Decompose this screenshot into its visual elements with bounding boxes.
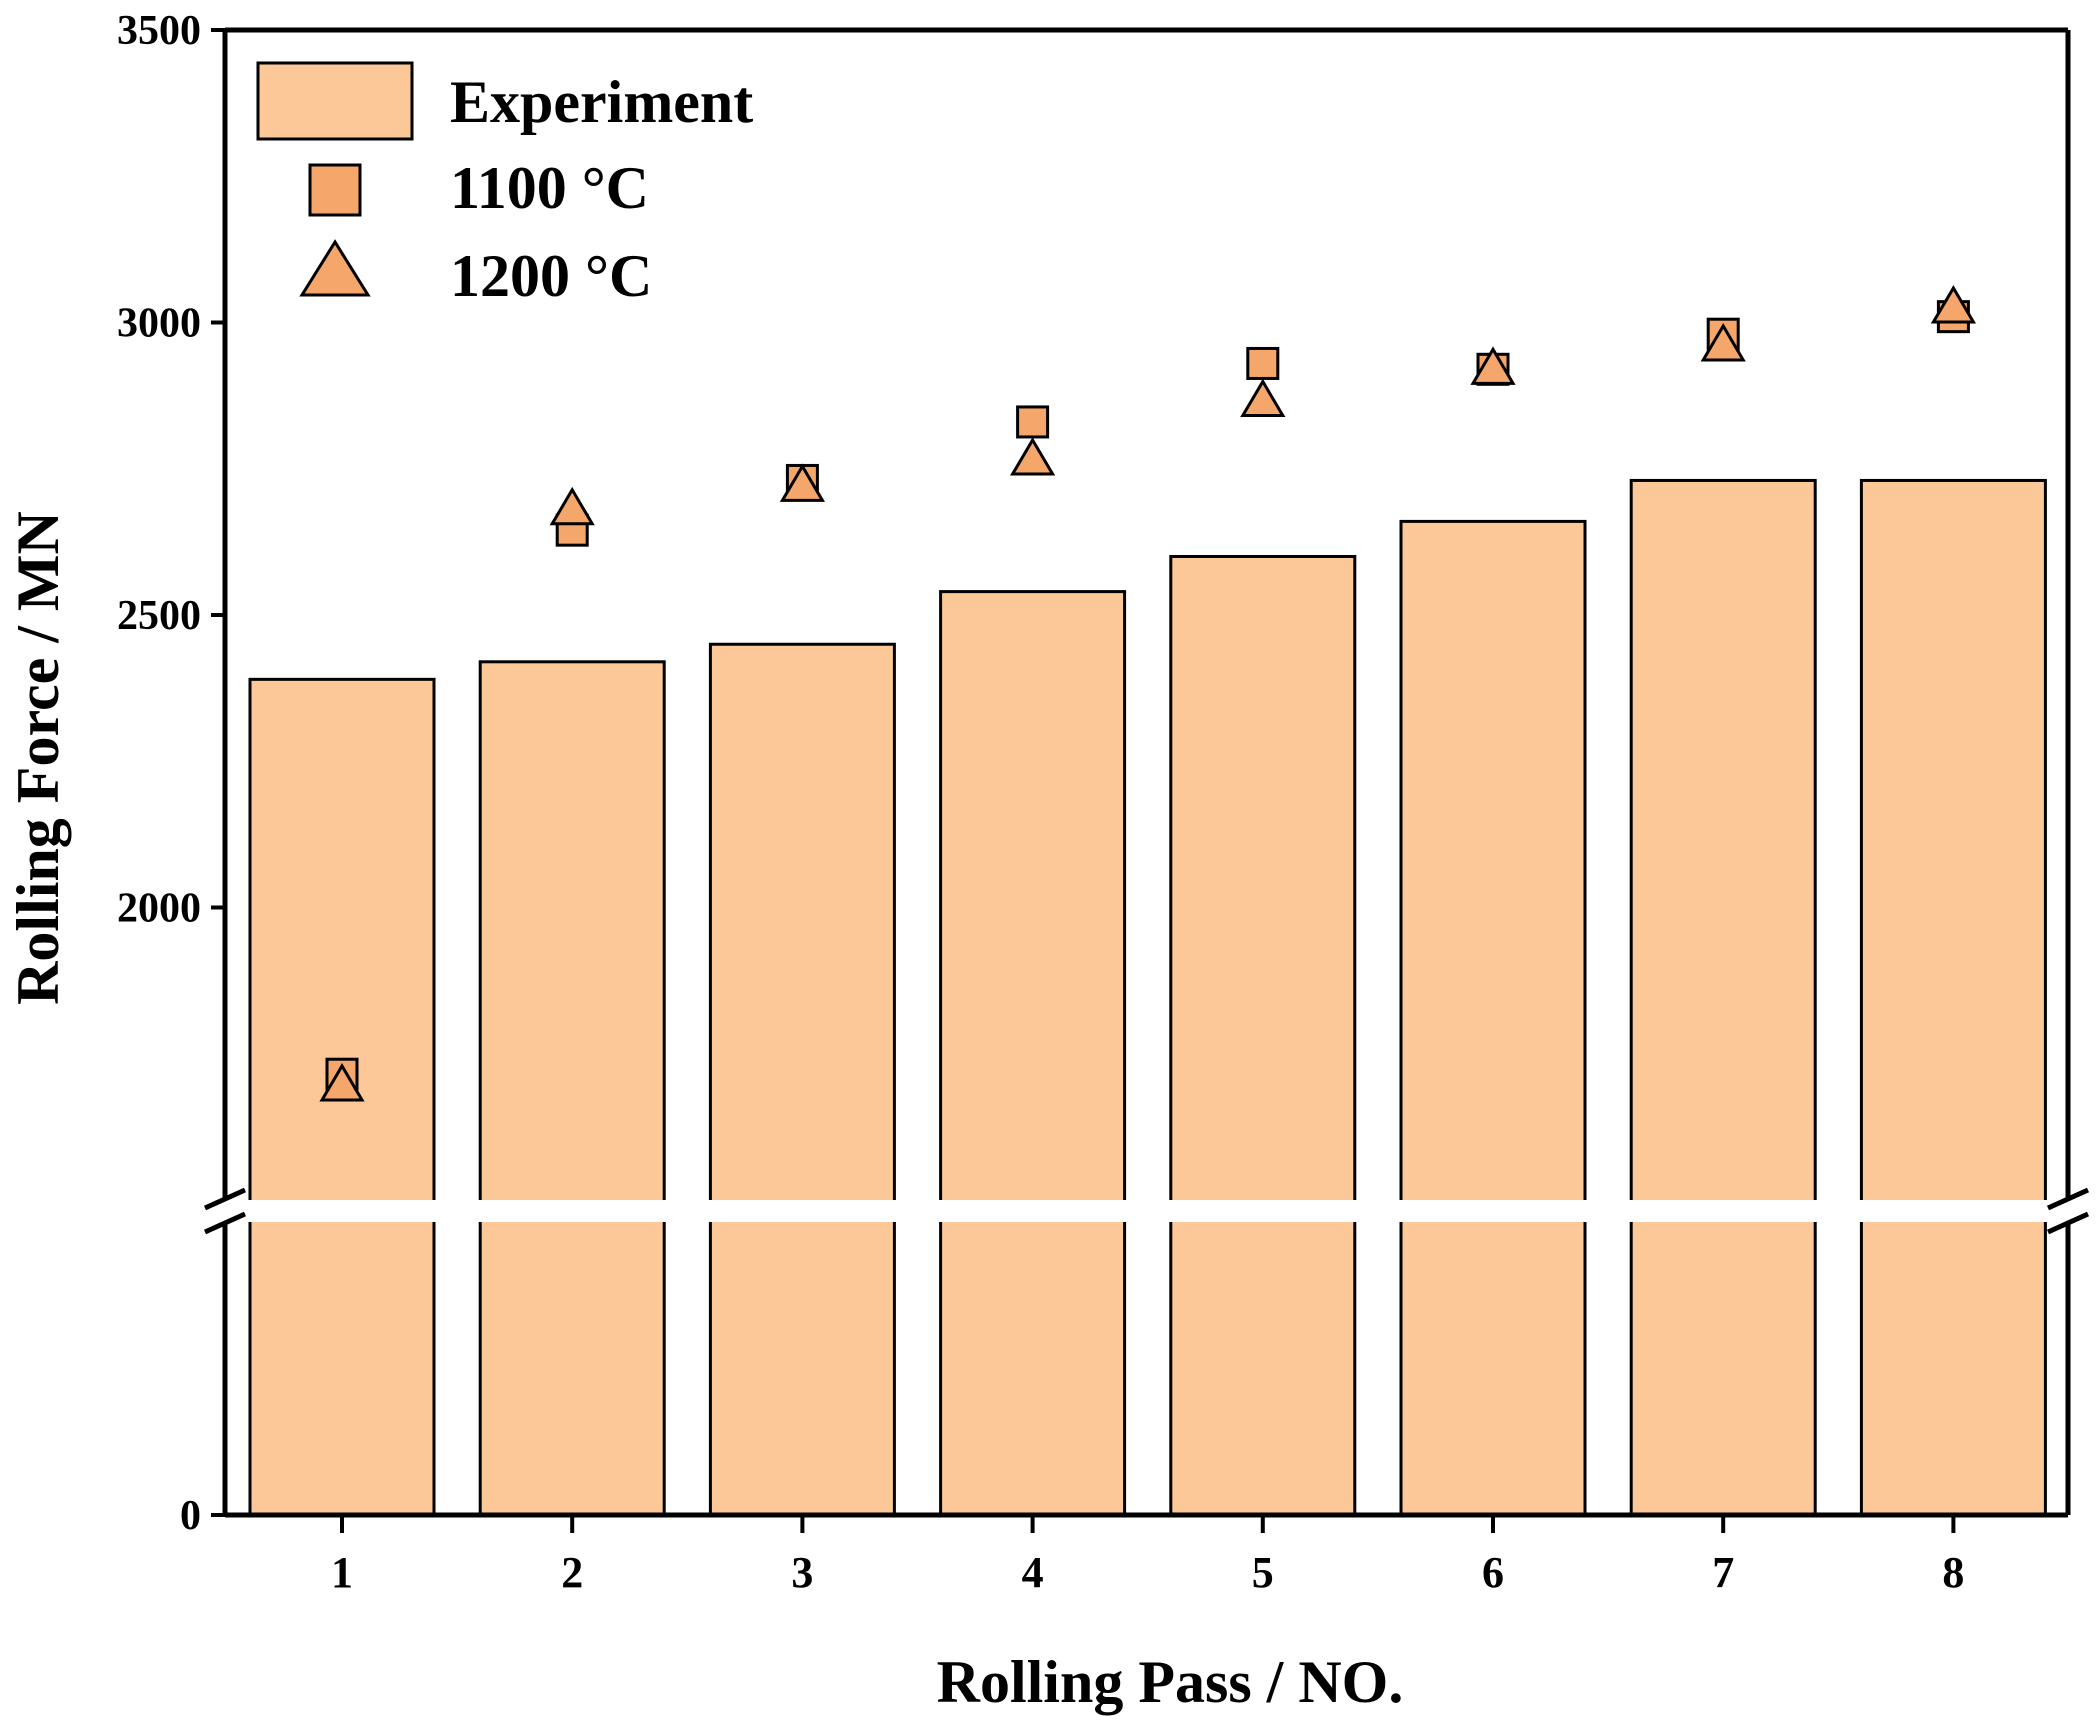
axis-break xyxy=(215,1200,2078,1222)
bar-pass-5 xyxy=(1169,555,1357,1517)
break-mark-left-lower xyxy=(203,1211,247,1235)
x-tick-label-1: 1 xyxy=(331,1548,353,1597)
x-tick-label-4: 4 xyxy=(1022,1548,1044,1597)
y-tick-label-3000: 3000 xyxy=(117,301,201,347)
legend-swatch-experiment xyxy=(256,61,414,141)
marker-1200-pass-8 xyxy=(1930,284,1977,324)
bar-pass-6 xyxy=(1399,519,1587,1517)
markers-layer xyxy=(319,284,1977,1102)
bar-pass-3 xyxy=(708,642,896,1517)
axis-break-gap xyxy=(215,1200,2078,1222)
x-axis-label: Rolling Pass / NO. xyxy=(937,1649,1404,1715)
bar-pass-7 xyxy=(1629,478,1817,1517)
bars-layer xyxy=(248,478,2047,1517)
break-mark-left-upper xyxy=(203,1187,247,1211)
marker-1200-pass-3 xyxy=(779,463,826,502)
legend: Experiment 1100 °C 1200 °C xyxy=(256,61,753,309)
y-tick-label-3500: 3500 xyxy=(117,8,201,54)
legend-label-1100: 1100 °C xyxy=(450,155,649,221)
legend-label-experiment: Experiment xyxy=(450,69,753,135)
y-tick-label-0: 0 xyxy=(180,1493,201,1539)
marker-1200-pass-7 xyxy=(1700,323,1746,362)
break-mark-right-upper xyxy=(2046,1187,2090,1211)
marker-1100-pass-5 xyxy=(1246,346,1280,380)
x-tick-label-6: 6 xyxy=(1482,1548,1504,1597)
marker-1200-pass-5 xyxy=(1240,378,1286,418)
marker-1100-pass-4 xyxy=(1016,405,1050,439)
legend-marker-square xyxy=(308,163,362,217)
marker-1200-pass-2 xyxy=(549,486,595,526)
x-tick-label-5: 5 xyxy=(1252,1548,1274,1597)
break-mark-right-lower xyxy=(2046,1211,2090,1235)
bar-pass-4 xyxy=(939,590,1127,1517)
y-tick-label-2500: 2500 xyxy=(117,593,201,639)
legend-marker-triangle xyxy=(299,239,371,297)
x-tick-label-2: 2 xyxy=(561,1548,583,1597)
bar-pass-2 xyxy=(478,660,666,1517)
x-tick-label-7: 7 xyxy=(1712,1548,1734,1597)
marker-1200-pass-6 xyxy=(1470,346,1516,385)
y-axis-label: Rolling Force / MN xyxy=(5,511,71,1005)
marker-1200-pass-4 xyxy=(1009,437,1056,476)
x-tick-label-8: 8 xyxy=(1942,1548,1964,1597)
y-tick-label-2000: 2000 xyxy=(117,886,201,932)
legend-label-1200: 1200 °C xyxy=(450,243,652,309)
x-tick-label-3: 3 xyxy=(791,1548,813,1597)
ticks-layer: 0 2000 2500 3000 3500 1 2 3 4 5 6 7 8 xyxy=(117,8,1964,1597)
marker-1200-pass-1 xyxy=(319,1063,365,1102)
bar-pass-8 xyxy=(1859,478,2047,1517)
